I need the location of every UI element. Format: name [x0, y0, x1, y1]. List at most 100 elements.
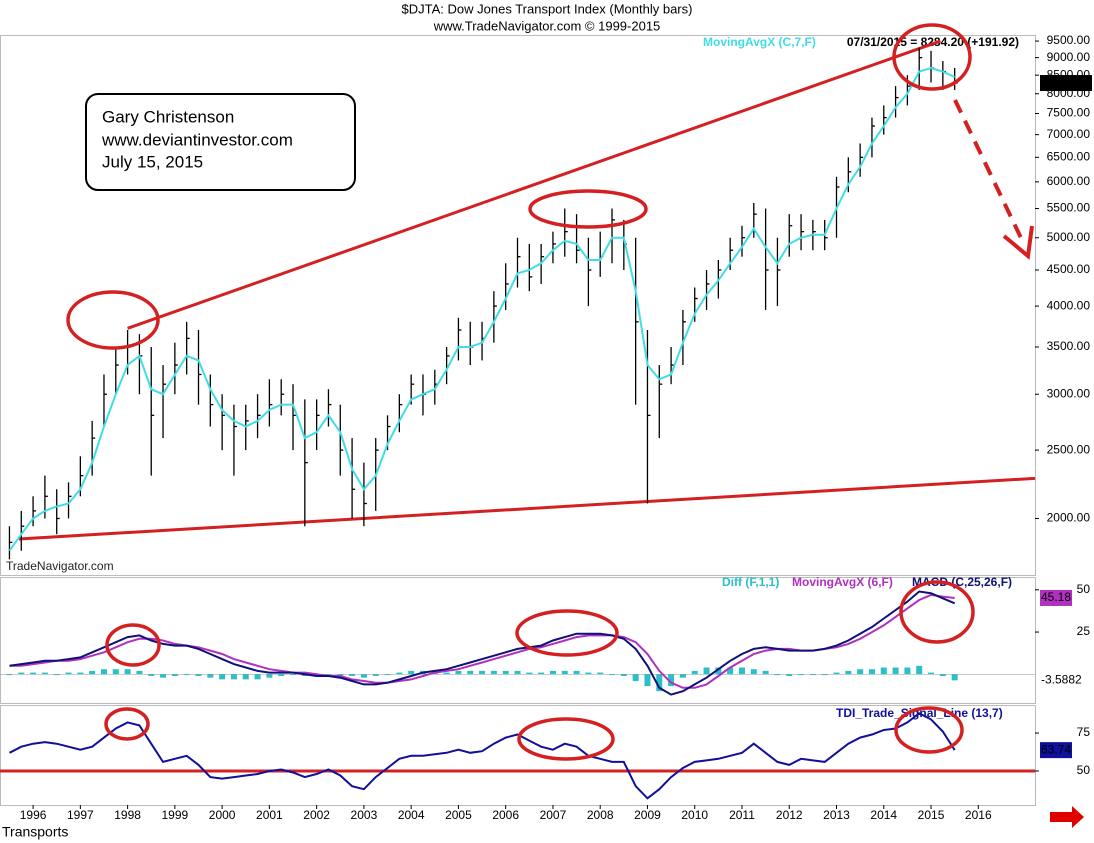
histogram-bar	[750, 669, 757, 675]
histogram-bar	[254, 674, 261, 680]
highlight	[104, 707, 150, 741]
histogram-bar	[325, 674, 332, 676]
histogram-bar	[892, 667, 899, 675]
y-tick-label: 6500.00	[1047, 150, 1091, 164]
histogram-bar	[41, 672, 48, 675]
histogram-bar	[372, 674, 379, 676]
x-tick-label: 2014	[870, 808, 897, 822]
highlight	[517, 717, 615, 761]
x-tick-label: 2005	[445, 808, 472, 822]
histogram-bar	[148, 674, 155, 676]
x-tick-label: 2003	[351, 808, 378, 822]
scroll-arrow[interactable]	[1050, 806, 1084, 828]
highlight	[894, 706, 964, 754]
x-tick-label: 2002	[303, 808, 330, 822]
forecast-arrow	[953, 99, 1034, 260]
x-tick-label: 2011	[729, 808, 755, 822]
legend-entry: MovingAvgX (6,F)	[792, 575, 893, 589]
histogram-bar	[219, 674, 226, 680]
value-tag	[1040, 589, 1072, 606]
x-tick-label: 2009	[634, 808, 661, 822]
histogram-bar	[715, 667, 722, 675]
histogram-bar	[242, 674, 249, 680]
highlight	[892, 23, 972, 91]
histogram-bar	[349, 674, 356, 676]
x-tick-label: 2010	[681, 808, 708, 822]
histogram-bar	[609, 674, 616, 676]
y-tick-label: 25	[1077, 624, 1091, 638]
y-tick-label: 3000.00	[1047, 386, 1091, 400]
panel-frames	[0, 35, 1036, 806]
x-tick-label: 2004	[398, 808, 425, 822]
histogram-bar	[679, 674, 686, 678]
x-tick-label: 2006	[492, 808, 519, 822]
histogram-bar	[644, 674, 651, 687]
histogram-bar	[738, 667, 745, 675]
highlight-ellipses	[66, 23, 975, 761]
histogram-bar	[360, 674, 367, 678]
value-tag-label: 45.18	[1041, 590, 1071, 604]
histogram-bar	[230, 674, 237, 680]
legend-entry: MovingAvgX (C,7,F)	[703, 35, 816, 49]
highlight	[105, 623, 161, 667]
x-tick-label: 1996	[20, 808, 47, 822]
y-tick-label: 2000.00	[1047, 511, 1091, 525]
histogram-bar	[632, 674, 639, 682]
histogram-bar	[904, 667, 911, 675]
histogram-bar	[786, 674, 793, 676]
annotation-box	[85, 93, 356, 191]
histogram-bar	[53, 674, 60, 676]
histogram-bar	[585, 672, 592, 675]
histogram-bar	[124, 669, 131, 675]
x-tick-label: 2013	[823, 808, 850, 822]
histogram-bar	[290, 674, 297, 676]
histogram-bar	[89, 670, 96, 675]
histogram-bar	[833, 672, 840, 675]
x-tick-label: 2001	[256, 808, 283, 822]
x-tick-label: 2008	[587, 808, 614, 822]
legend-entry: TDI_Trade_Signal_Line (13,7)	[836, 706, 1003, 720]
price-panel	[0, 35, 1036, 576]
highlight	[515, 609, 619, 657]
price-tag	[1040, 75, 1092, 92]
highlight	[528, 189, 648, 229]
histogram-bar	[408, 670, 415, 675]
y-tick-label: 4500.00	[1047, 262, 1091, 276]
x-tick-label: 2016	[965, 808, 992, 822]
histogram-bar	[171, 674, 178, 676]
y-tick-label: 7500.00	[1047, 106, 1091, 120]
x-tick-label: 2012	[776, 808, 803, 822]
histogram-bar	[620, 674, 627, 676]
y-tick-label: 5500.00	[1047, 201, 1091, 215]
trendline	[127, 39, 941, 330]
histogram-bar	[479, 670, 486, 675]
dashed-arrow	[953, 99, 1024, 241]
price-tag-label: 8284.20	[1044, 75, 1088, 89]
histogram-bar	[384, 674, 391, 676]
histogram-bar	[455, 670, 462, 675]
histogram-bar	[845, 670, 852, 675]
histogram-bar	[396, 672, 403, 675]
histogram-bar	[183, 674, 190, 676]
footer-label: Transports	[2, 824, 68, 840]
histogram-bar	[762, 670, 769, 675]
annotation-text: www.deviantinvestor.com	[101, 130, 293, 149]
chart-subtitle: www.TradeNavigator.com © 1999-2015	[433, 18, 661, 33]
arrow-head	[1002, 225, 1034, 260]
histogram-bar	[160, 674, 167, 678]
histogram-bar	[727, 667, 734, 675]
histogram-bar	[597, 672, 604, 675]
chart-title: $DJTA: Dow Jones Transport Index (Monthl…	[402, 1, 693, 16]
series-line	[8, 66, 956, 552]
marks: 9500.009000.008500.008000.007500.007000.…	[0, 33, 1092, 822]
histogram-bar	[857, 669, 864, 675]
histogram-bar	[561, 670, 568, 675]
y-tick-label: 50	[1077, 582, 1091, 596]
y-tick-label: 9000.00	[1047, 50, 1091, 64]
histogram-bar	[112, 669, 119, 675]
series-line	[9, 712, 956, 800]
series-line	[9, 590, 956, 696]
histogram-bar	[443, 672, 450, 675]
histogram-bar	[549, 670, 556, 675]
